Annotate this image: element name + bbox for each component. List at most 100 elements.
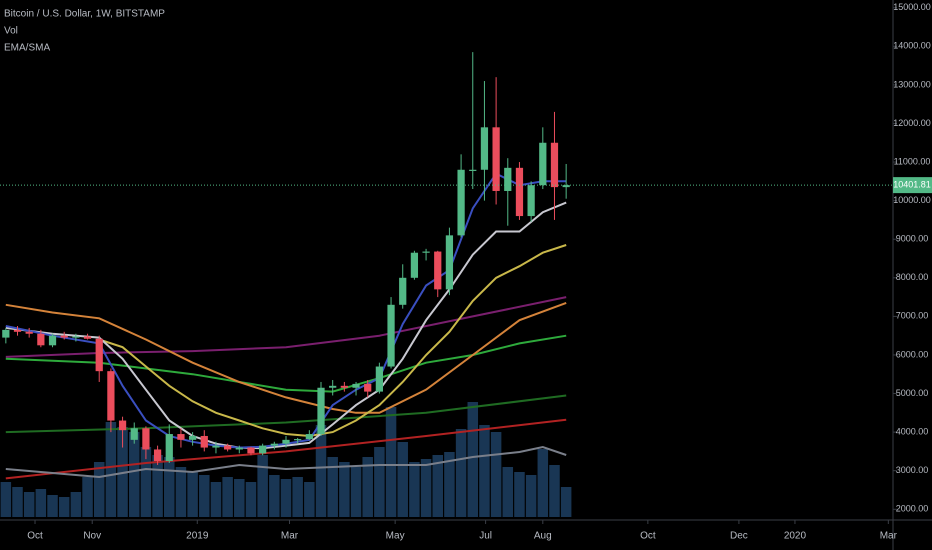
candle-body xyxy=(107,371,115,421)
volume-bar xyxy=(93,462,105,517)
y-tick-label: 13000.00 xyxy=(893,79,931,89)
candle-body xyxy=(212,445,220,448)
y-tick-label: 2000.00 xyxy=(896,504,929,514)
volume-bar xyxy=(12,487,23,517)
candle-body xyxy=(95,338,103,372)
volume-bar xyxy=(409,462,420,517)
y-tick-label: 3000.00 xyxy=(896,465,929,475)
y-tick-label: 11000.00 xyxy=(894,156,931,166)
moving-average-line xyxy=(5,418,567,480)
volume-bar xyxy=(152,455,163,517)
x-tick-label: Oct xyxy=(640,531,656,542)
volume-bar xyxy=(549,465,560,517)
candle-body xyxy=(550,142,559,188)
volume-bar xyxy=(105,422,117,517)
candle-body xyxy=(504,167,512,191)
candle-body xyxy=(37,333,45,346)
volume-bar xyxy=(140,447,152,517)
indicator-label: Vol xyxy=(4,26,18,37)
y-tick-label: 6000.00 xyxy=(896,349,929,359)
volume-bar xyxy=(467,402,479,517)
volume-bar xyxy=(304,482,315,517)
volume-bar xyxy=(315,425,327,517)
volume-bar xyxy=(479,425,490,517)
volume-bar xyxy=(362,457,373,517)
x-tick-label: Mar xyxy=(880,531,898,542)
volume-bar xyxy=(269,475,280,517)
plot-area xyxy=(0,52,893,517)
candle-body xyxy=(445,235,454,290)
volume-bar xyxy=(385,407,397,517)
candle-body xyxy=(177,434,185,440)
volume-bar xyxy=(35,489,47,517)
candle-body xyxy=(340,385,348,388)
volume-bar xyxy=(70,492,82,517)
candle-body xyxy=(329,385,337,388)
candle-body xyxy=(282,439,290,444)
candle-body xyxy=(294,439,302,441)
moving-average-line xyxy=(5,394,567,434)
candle-body xyxy=(515,167,524,217)
y-tick-label: 7000.00 xyxy=(896,311,929,321)
candle-body xyxy=(422,251,430,253)
candle-body xyxy=(469,169,477,171)
candle-body xyxy=(165,434,173,462)
candle-body xyxy=(352,383,360,388)
candle-body xyxy=(60,335,68,338)
candle-body xyxy=(235,447,243,450)
volume-bar xyxy=(537,449,549,517)
volume-bar xyxy=(292,477,303,517)
volume-bar xyxy=(339,462,350,517)
volume-bar xyxy=(199,475,210,517)
candle-body xyxy=(457,169,465,236)
volume-bar xyxy=(222,477,233,517)
candle-body xyxy=(305,434,313,440)
candle-body xyxy=(130,428,138,440)
y-tick-label: 10000.00 xyxy=(893,195,931,205)
candle-body xyxy=(118,420,127,431)
volume-bar xyxy=(210,482,222,517)
volume-bar xyxy=(128,432,140,517)
y-tick-label: 8000.00 xyxy=(896,272,929,282)
candle-body xyxy=(25,331,33,334)
volume-bar xyxy=(280,479,292,517)
candle-body xyxy=(259,445,267,454)
x-tick-label: 2020 xyxy=(784,531,807,542)
volume-bar xyxy=(257,455,268,517)
volume-bar xyxy=(82,477,93,517)
indicator-label: EMA/SMA xyxy=(4,43,50,54)
candle-body xyxy=(480,127,489,170)
y-tick-label: 4000.00 xyxy=(896,426,929,436)
candle-body xyxy=(399,277,407,305)
volume-bar xyxy=(432,455,443,517)
x-tick-label: Dec xyxy=(730,531,748,542)
moving-average-line xyxy=(5,445,567,479)
candle-body xyxy=(375,366,383,392)
volume-bar xyxy=(234,479,245,517)
candle-body xyxy=(48,335,57,346)
volume-bar xyxy=(47,495,58,517)
candle-body xyxy=(434,251,442,290)
volume-bar xyxy=(560,487,572,517)
moving-average-line xyxy=(5,201,567,450)
candle-body xyxy=(270,443,278,446)
last-price-box xyxy=(893,177,932,194)
volume-bar xyxy=(397,442,408,517)
candle-body xyxy=(153,449,162,462)
volume-bar xyxy=(327,457,338,517)
chart-title: Bitcoin / U.S. Dollar, 1W, BITSTAMP xyxy=(4,9,165,20)
candle-body xyxy=(387,304,395,367)
y-tick-label: 5000.00 xyxy=(896,388,929,398)
x-tick-label: Oct xyxy=(27,531,43,542)
volume-bar xyxy=(490,432,502,517)
volume-bar xyxy=(374,447,385,517)
volume-bar xyxy=(245,482,257,517)
candle-body xyxy=(13,329,22,332)
x-tick-label: Jul xyxy=(479,531,492,542)
volume-bar xyxy=(455,429,467,517)
candle-body xyxy=(562,185,570,188)
volume-bar xyxy=(164,457,175,517)
volume-bar xyxy=(175,467,187,517)
